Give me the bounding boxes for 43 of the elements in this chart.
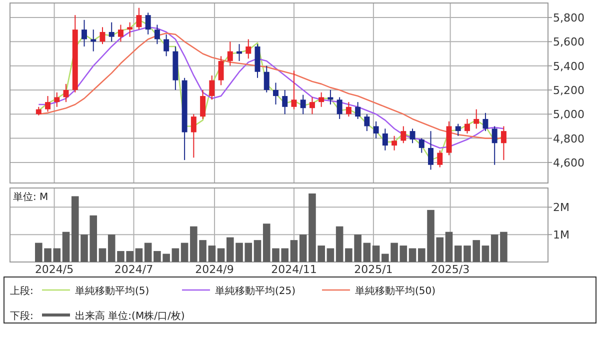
- x-tick-label: 2024/11: [271, 263, 317, 276]
- bar: [254, 240, 262, 262]
- x-tick-label: 2025/1: [354, 263, 393, 276]
- bar: [208, 246, 216, 262]
- y-tick-label: 5,200: [553, 84, 584, 97]
- bar: [336, 226, 344, 262]
- legend-label: 単純移動平均(5): [75, 285, 150, 297]
- bar: [180, 242, 188, 262]
- bar: [363, 242, 371, 262]
- bar: [490, 234, 498, 262]
- x-tick-label: 2024/5: [34, 263, 74, 276]
- bar: [445, 232, 453, 262]
- bar: [144, 242, 152, 262]
- y-tick-label: 5,400: [553, 60, 584, 73]
- bar: [482, 246, 490, 262]
- bar: [299, 234, 307, 262]
- bar: [500, 232, 508, 262]
- y-tick-label: 5,000: [553, 108, 584, 122]
- bar: [62, 232, 70, 262]
- y-tick-label: 4,800: [553, 132, 584, 146]
- x-tick-label: 2025/3: [430, 263, 470, 276]
- x-tick-label: 2024/9: [195, 263, 234, 276]
- bar: [98, 248, 106, 262]
- bar: [172, 248, 180, 262]
- bar: [290, 240, 298, 262]
- legend-label: 出来高 単位:(M株/口/枚): [75, 310, 185, 322]
- bar: [217, 248, 225, 262]
- bar: [372, 246, 380, 262]
- bar: [326, 248, 334, 262]
- y-axis-title: 単位: M: [13, 191, 48, 203]
- y-tick-label: 1M: [553, 228, 570, 242]
- bar: [135, 248, 143, 262]
- bar: [400, 246, 408, 262]
- text: 上段:: [10, 286, 34, 297]
- y-tick-label: 5,600: [553, 36, 584, 49]
- legend-label: 単純移動平均(50): [355, 285, 436, 297]
- y-tick-label: 4,600: [553, 156, 584, 170]
- bar: [408, 248, 416, 262]
- legend: 下段: 出来高 単位:(M株/口/枚): [10, 311, 185, 322]
- y-tick-label: 5,800: [553, 11, 584, 24]
- legend-label: 単純移動平均(25): [215, 285, 296, 297]
- x-tick-label: 2024/7: [114, 263, 154, 276]
- y-tick-label: 2M: [553, 201, 570, 214]
